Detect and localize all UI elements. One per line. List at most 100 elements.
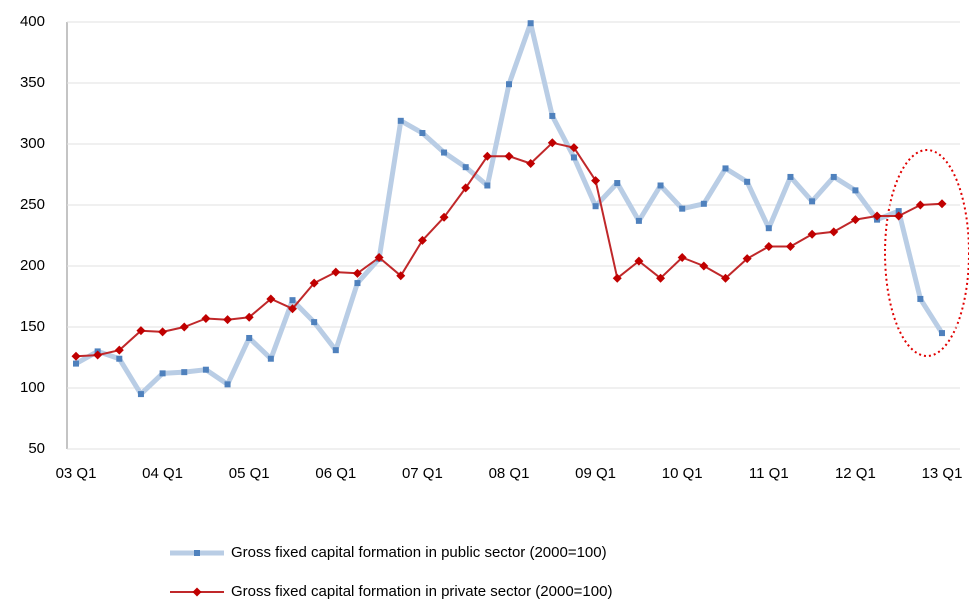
point: [592, 203, 599, 210]
point: [461, 183, 471, 193]
point: [484, 182, 491, 189]
point: [441, 149, 448, 156]
y-tick-label: 50: [28, 440, 45, 457]
x-tick-label: 05 Q1: [229, 465, 270, 482]
point: [634, 256, 644, 266]
point: [591, 176, 601, 186]
legend-marker: [194, 550, 200, 556]
x-tick-label: 03 Q1: [56, 465, 97, 482]
point: [158, 327, 168, 337]
point: [722, 165, 729, 172]
point: [224, 381, 231, 388]
x-tick-label: 08 Q1: [489, 465, 530, 482]
point: [917, 295, 924, 302]
point: [569, 143, 579, 153]
point: [764, 241, 774, 251]
point: [526, 159, 536, 169]
point: [73, 360, 79, 367]
legend-marker: [192, 587, 202, 597]
point: [506, 81, 512, 88]
point: [852, 187, 859, 194]
point: [700, 200, 707, 207]
point: [765, 225, 772, 232]
x-tick-label: 06 Q1: [315, 465, 356, 482]
series-line: [75, 141, 943, 358]
point: [266, 294, 276, 304]
point: [246, 334, 253, 341]
y-tick-label: 300: [20, 135, 45, 152]
point: [352, 268, 362, 278]
point: [289, 297, 296, 304]
x-tick-label: 10 Q1: [662, 465, 703, 482]
point: [872, 211, 882, 221]
x-tick-label: 11 Q1: [749, 465, 789, 482]
point: [462, 164, 469, 171]
point: [830, 173, 837, 180]
point: [181, 369, 188, 376]
x-tick-label: 07 Q1: [402, 465, 443, 482]
point: [71, 351, 81, 361]
x-tick-label: 09 Q1: [575, 465, 616, 482]
point: [809, 198, 816, 205]
point: [895, 208, 902, 215]
point: [829, 227, 839, 237]
point: [288, 304, 297, 314]
point: [742, 254, 752, 264]
y-tick-label: 150: [20, 318, 45, 335]
point: [136, 326, 146, 336]
point: [309, 278, 319, 288]
point: [439, 212, 449, 222]
point: [504, 151, 514, 161]
legend-label: Gross fixed capital formation in private…: [231, 583, 612, 600]
point: [331, 267, 341, 277]
point: [785, 241, 795, 251]
y-tick-label: 400: [20, 13, 45, 30]
point: [397, 117, 404, 124]
point: [635, 217, 642, 224]
point: [699, 261, 709, 271]
point: [332, 347, 339, 354]
point: [93, 350, 103, 360]
point: [787, 173, 794, 180]
point: [267, 355, 274, 362]
point: [677, 252, 687, 262]
point: [614, 180, 621, 187]
point: [657, 182, 664, 189]
point: [396, 271, 406, 281]
x-tick-label: 04 Q1: [142, 465, 183, 482]
point: [202, 366, 209, 373]
point: [374, 252, 384, 262]
point: [244, 312, 254, 322]
y-tick-label: 250: [20, 196, 45, 213]
point: [311, 319, 318, 326]
y-tick-label: 100: [20, 379, 45, 396]
y-tick-label: 200: [20, 257, 45, 274]
point: [179, 322, 189, 332]
point: [354, 280, 361, 287]
point: [419, 130, 426, 137]
point: [417, 235, 427, 245]
legend-label: Gross fixed capital formation in public …: [231, 544, 607, 561]
point: [656, 273, 666, 283]
point: [201, 313, 211, 323]
highlight-ellipse: [884, 149, 969, 357]
x-tick-label: 13 Q1: [922, 465, 963, 482]
point: [137, 391, 144, 398]
point: [850, 215, 860, 225]
point: [937, 199, 947, 209]
point: [807, 229, 817, 239]
point: [894, 211, 904, 221]
point: [570, 154, 577, 161]
point: [721, 273, 730, 283]
point: [549, 112, 556, 119]
point: [915, 200, 925, 210]
y-tick-label: 350: [20, 74, 45, 91]
point: [159, 370, 166, 377]
point: [114, 345, 124, 355]
point: [939, 330, 945, 337]
point: [547, 138, 557, 148]
point: [116, 355, 123, 362]
series-line: [74, 20, 945, 397]
